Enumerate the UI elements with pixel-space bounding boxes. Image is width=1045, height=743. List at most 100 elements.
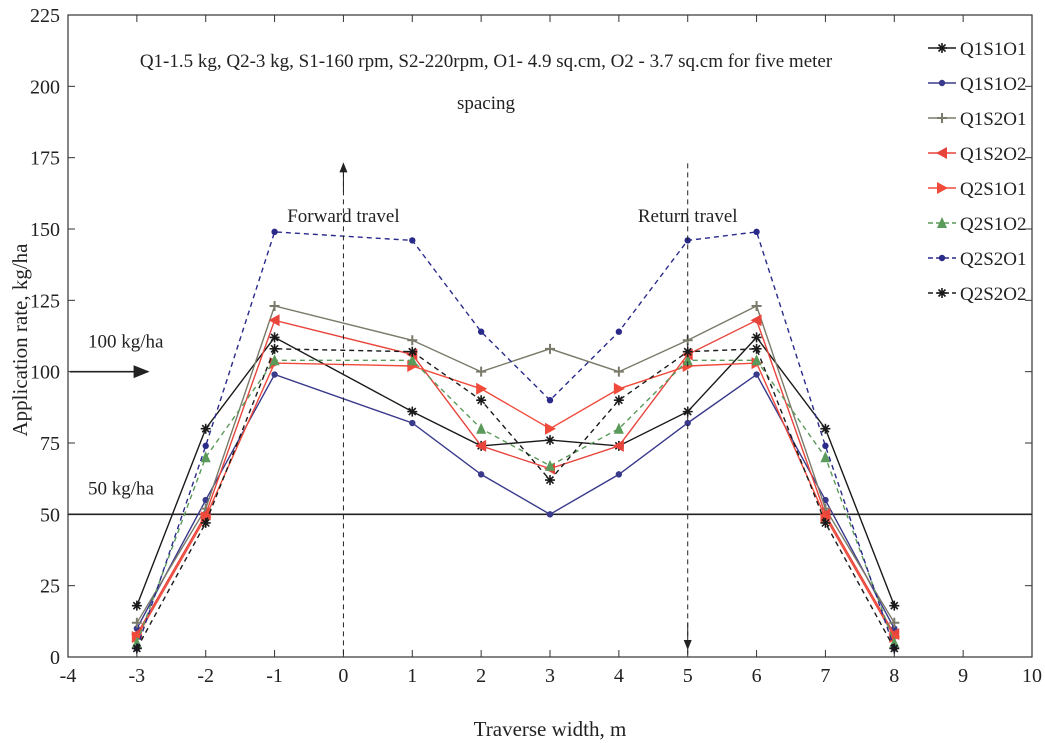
y-tick-label: 0 [50, 647, 60, 669]
data-point [131, 631, 143, 644]
data-point [613, 382, 625, 395]
legend-marker [937, 113, 947, 123]
x-tick-label: -4 [60, 665, 77, 687]
x-tick-label: -2 [197, 665, 214, 687]
legend-label: Q1S1O1 [960, 39, 1027, 60]
data-point [613, 366, 624, 377]
data-point [615, 328, 623, 335]
legend: Q1S1O1 Q1S1O2 Q1S2O1 Q1S2O2 Q2S1O1 Q2S1O2 Q2S2… [928, 39, 1027, 305]
data-point [546, 511, 554, 518]
data-point [682, 354, 693, 366]
data-point [202, 442, 209, 450]
y-tick-label: 75 [40, 433, 60, 455]
target-rate-label: 100 kg/ha [88, 332, 164, 353]
data-point [751, 343, 762, 354]
legend-marker [938, 254, 946, 262]
y-axis-label: Application rate, kg/ha [8, 243, 32, 437]
x-tick-label: 1 [407, 665, 417, 687]
data-point [409, 237, 416, 244]
x-tick-label: -3 [129, 665, 146, 687]
legend-item: Q1S1O2 [928, 74, 1027, 95]
data-point [682, 346, 693, 357]
chart-title: Q1-1.5 kg, Q2-3 kg, S1-160 rpm, S2-220rp… [140, 51, 833, 114]
x-tick-label: 10 [1022, 665, 1042, 687]
legend-item: Q2S1O2 [928, 214, 1027, 235]
data-point [545, 343, 555, 354]
data-point [477, 328, 485, 335]
legend-item: Q1S2O2 [928, 144, 1027, 165]
data-point [545, 435, 555, 446]
y-tick-label: 25 [40, 576, 60, 598]
data-point [684, 419, 691, 427]
series-line [136, 305, 895, 624]
data-point [131, 643, 142, 654]
data-point [751, 301, 762, 312]
legend-item: Q2S1O1 [928, 179, 1027, 200]
y-tick-label: 200 [30, 76, 60, 98]
x-tick-label: 2 [476, 665, 486, 687]
data-point [753, 371, 760, 378]
legend-label: Q2S1O1 [960, 179, 1027, 200]
data-point [476, 422, 487, 434]
series-q1s1o2 [133, 371, 898, 632]
data-point [615, 471, 623, 478]
series-line [136, 348, 895, 649]
legend-marker [938, 79, 946, 87]
series-q1s2o2 [130, 314, 900, 641]
data-point [477, 471, 485, 478]
series-layer [130, 228, 901, 654]
data-point [269, 354, 280, 366]
data-point [202, 496, 209, 504]
data-point [476, 395, 487, 406]
plot-border [67, 14, 1033, 658]
legend-label: Q1S2O1 [960, 109, 1027, 130]
data-point [751, 354, 762, 366]
data-point [750, 314, 762, 327]
data-point [613, 422, 624, 434]
x-tick-label: -1 [266, 665, 283, 687]
series-line [136, 373, 895, 629]
data-point [200, 517, 211, 528]
data-point [889, 631, 901, 644]
chart-title-line-1: Q1-1.5 kg, Q2-3 kg, S1-160 rpm, S2-220rp… [140, 51, 833, 72]
y-tick-label: 150 [30, 219, 60, 241]
series-q2s1o2 [131, 354, 900, 648]
y-tick-label: 100 [30, 362, 60, 384]
x-tick-label: 8 [889, 665, 899, 687]
data-point [131, 617, 142, 628]
legend-item: Q1S1O1 [928, 39, 1027, 60]
data-point [476, 366, 487, 377]
y-tick-label: 225 [30, 5, 60, 27]
legend-marker [937, 288, 947, 298]
data-point [409, 419, 416, 427]
data-point [476, 382, 488, 395]
legend-label: Q1S2O2 [960, 144, 1027, 165]
x-tick-label: 4 [614, 665, 624, 687]
plot-frame: -4 -3 -2 -1 0 1 2 3 4 5 6 7 8 9 1002550751001251501752… [30, 5, 1042, 687]
legend-item: Q2S2O2 [928, 284, 1027, 305]
y-tick-label: 50 [40, 504, 60, 526]
legend-label: Q2S1O2 [960, 214, 1027, 235]
data-point [131, 600, 142, 611]
y-tick-label: 125 [30, 290, 60, 312]
data-point [200, 423, 211, 434]
travel-label: Return travel [638, 206, 738, 227]
annotations: 100 kg/ha Forward travel Return travel [70, 162, 738, 657]
x-tick-label: 0 [338, 665, 348, 687]
legend-marker [936, 147, 947, 159]
x-tick-label: 7 [820, 665, 830, 687]
x-tick-label: 6 [752, 665, 762, 687]
data-point [822, 442, 829, 450]
legend-marker [937, 43, 947, 53]
data-point [407, 346, 418, 357]
data-point [684, 237, 691, 244]
data-point [751, 332, 762, 343]
legend-label: Q2S2O1 [960, 249, 1027, 270]
series-q1s1o1 [131, 332, 900, 611]
data-point [200, 451, 211, 463]
data-point [753, 228, 760, 236]
legend-label: Q1S1O2 [960, 74, 1027, 95]
series-line [136, 359, 895, 643]
series-q2s2o2 [131, 343, 900, 654]
series-q1s2o1 [131, 301, 900, 628]
